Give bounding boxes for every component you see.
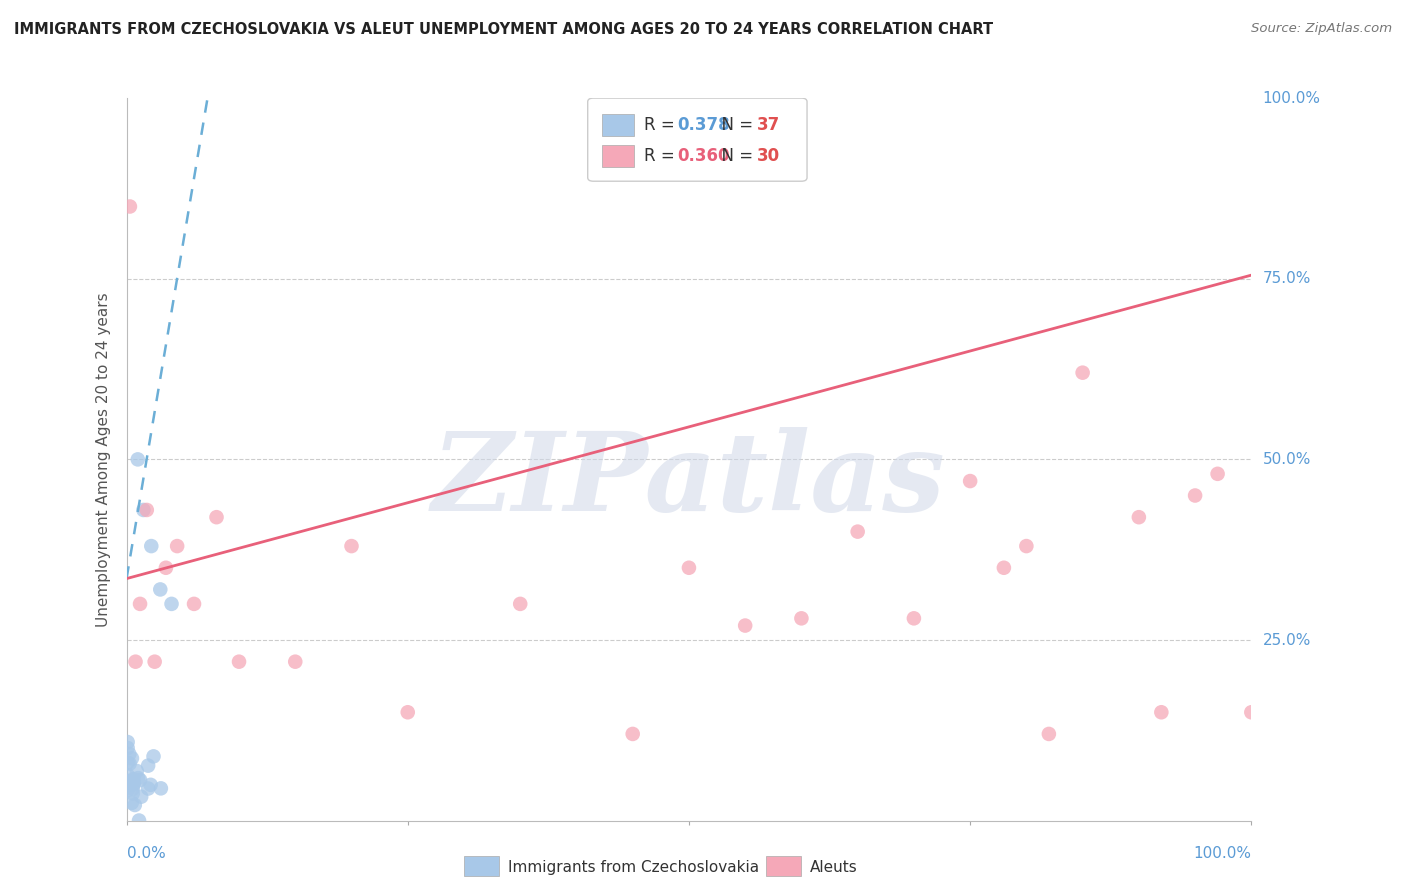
Y-axis label: Unemployment Among Ages 20 to 24 years: Unemployment Among Ages 20 to 24 years	[96, 292, 111, 627]
Point	[141, 539, 163, 553]
Point	[122, 777, 145, 791]
Point	[155, 561, 177, 575]
Point	[117, 741, 139, 756]
Point	[846, 524, 869, 539]
Text: N =: N =	[711, 116, 759, 134]
Point	[143, 655, 166, 669]
Text: 0.360: 0.360	[678, 147, 730, 165]
Point	[117, 756, 139, 770]
Point	[118, 747, 141, 761]
Text: 37: 37	[756, 116, 780, 134]
Point	[122, 772, 145, 787]
Text: R =: R =	[644, 147, 681, 165]
Text: 0.0%: 0.0%	[127, 846, 166, 861]
Text: 50.0%: 50.0%	[1263, 452, 1310, 467]
Point	[121, 796, 143, 810]
Point	[127, 771, 149, 785]
Point	[118, 756, 141, 771]
Point	[149, 582, 172, 597]
Text: 25.0%: 25.0%	[1263, 632, 1310, 648]
Point	[166, 539, 188, 553]
Point	[1206, 467, 1229, 481]
Text: N =: N =	[711, 147, 759, 165]
Point	[129, 597, 152, 611]
Point	[136, 758, 159, 772]
Point	[1184, 489, 1206, 503]
Point	[117, 768, 139, 782]
FancyBboxPatch shape	[588, 98, 807, 181]
Text: 100.0%: 100.0%	[1194, 846, 1251, 861]
Point	[284, 655, 307, 669]
Point	[509, 597, 531, 611]
Point	[149, 781, 172, 796]
Point	[129, 789, 152, 804]
Point	[136, 781, 159, 796]
Point	[205, 510, 228, 524]
Point	[125, 764, 148, 778]
Point	[734, 618, 756, 632]
Point	[124, 797, 146, 812]
Point	[1150, 705, 1173, 719]
Point	[117, 783, 139, 797]
Point	[117, 735, 139, 749]
Point	[1015, 539, 1038, 553]
Text: R =: R =	[644, 116, 681, 134]
Text: Immigrants from Czechoslovakia: Immigrants from Czechoslovakia	[508, 860, 759, 874]
Text: 75.0%: 75.0%	[1263, 271, 1310, 286]
Point	[160, 597, 183, 611]
Point	[120, 774, 142, 789]
Point	[118, 773, 141, 788]
Point	[993, 561, 1015, 575]
Point	[118, 777, 141, 791]
Point	[396, 705, 419, 719]
Text: 0.378: 0.378	[678, 116, 730, 134]
Point	[228, 655, 250, 669]
Point	[621, 727, 644, 741]
Text: Source: ZipAtlas.com: Source: ZipAtlas.com	[1251, 22, 1392, 36]
Point	[903, 611, 925, 625]
Point	[121, 786, 143, 800]
Point	[1240, 705, 1263, 719]
Point	[1038, 727, 1060, 741]
Point	[127, 452, 149, 467]
Text: IMMIGRANTS FROM CZECHOSLOVAKIA VS ALEUT UNEMPLOYMENT AMONG AGES 20 TO 24 YEARS C: IMMIGRANTS FROM CZECHOSLOVAKIA VS ALEUT …	[14, 22, 993, 37]
Point	[142, 749, 165, 764]
Point	[132, 503, 155, 517]
Point	[790, 611, 813, 625]
Point	[959, 474, 981, 488]
Point	[121, 781, 143, 796]
Text: Aleuts: Aleuts	[810, 860, 858, 874]
Point	[128, 814, 150, 828]
FancyBboxPatch shape	[602, 145, 634, 167]
Text: 100.0%: 100.0%	[1263, 91, 1320, 105]
Point	[1071, 366, 1094, 380]
Point	[139, 778, 162, 792]
Point	[118, 200, 141, 214]
Text: 30: 30	[756, 147, 779, 165]
FancyBboxPatch shape	[602, 114, 634, 136]
Text: ZIPatlas: ZIPatlas	[432, 427, 946, 535]
Point	[678, 561, 700, 575]
Point	[1128, 510, 1150, 524]
Point	[129, 773, 152, 788]
Point	[124, 655, 146, 669]
Point	[183, 597, 205, 611]
Point	[340, 539, 363, 553]
Point	[122, 778, 145, 792]
Point	[121, 751, 143, 765]
Point	[135, 503, 157, 517]
